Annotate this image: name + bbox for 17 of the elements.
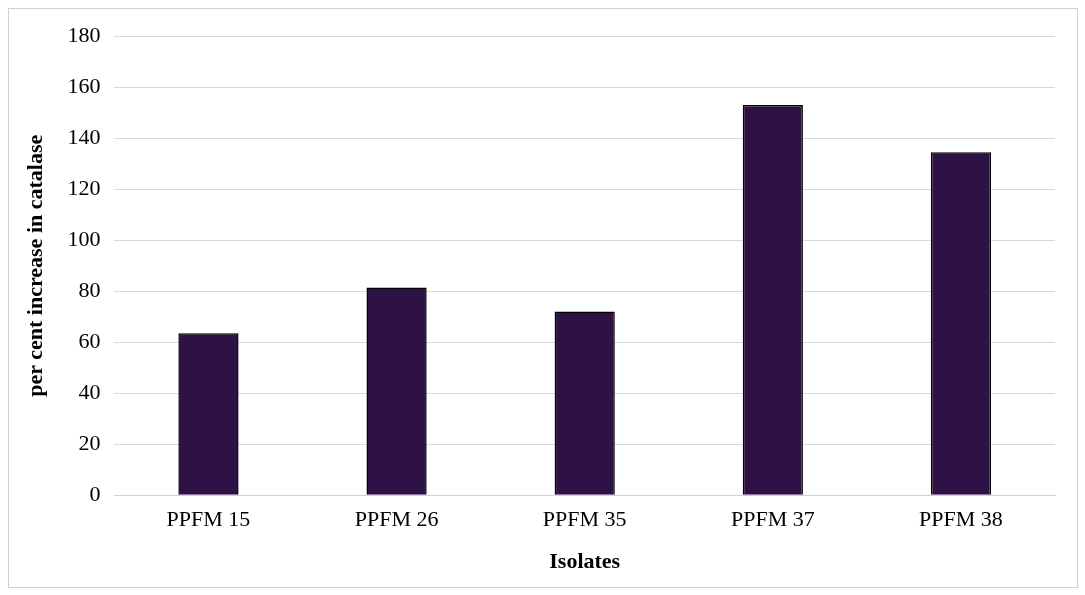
- y-tick-label: 180: [67, 21, 101, 47]
- y-axis-title: per cent increase in catalase: [21, 134, 47, 397]
- x-axis-title: Isolates: [549, 548, 621, 574]
- y-tick-label: 60: [78, 327, 101, 353]
- y-tick-label: 20: [78, 429, 101, 455]
- y-tick-label: 80: [78, 276, 101, 302]
- x-tick-label: PPFM 37: [730, 506, 815, 532]
- y-tick-label: 0: [89, 480, 101, 506]
- y-tick-label: 40: [78, 378, 101, 404]
- x-tick-label: PPFM 15: [166, 506, 251, 532]
- y-tick-label: 160: [67, 72, 101, 98]
- x-tick-label: PPFM 26: [354, 506, 439, 532]
- x-tick-label: PPFM 35: [542, 506, 627, 532]
- x-tick-label: PPFM 38: [919, 506, 1003, 532]
- y-tick-label: 120: [67, 174, 101, 200]
- y-tick-label: 100: [67, 225, 101, 251]
- y-tick-label: 140: [67, 123, 101, 149]
